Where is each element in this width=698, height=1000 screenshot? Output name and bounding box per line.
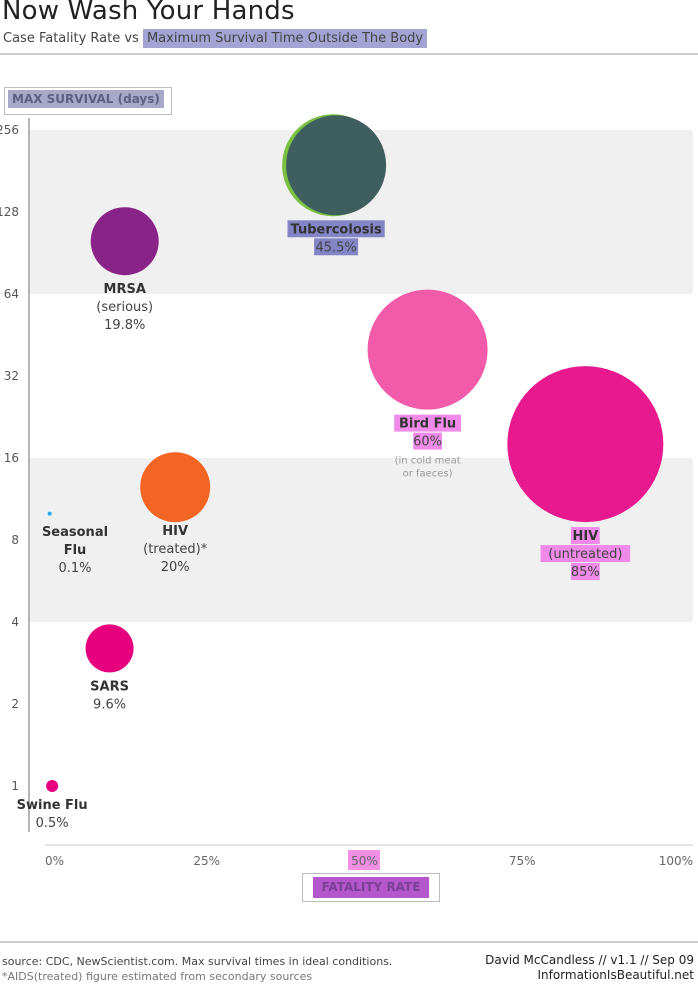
data-point (367, 289, 488, 410)
data-point (286, 115, 387, 216)
data-point (46, 780, 59, 792)
data-point (90, 207, 159, 276)
point-label-3: 85% (571, 565, 600, 580)
point-label-6: 9.6% (93, 697, 126, 712)
point-label-0: 45.5% (315, 240, 356, 255)
x-tick-label: 0% (45, 854, 64, 868)
x-tick-label: 100% (659, 854, 693, 868)
subtitle-prefix: Case Fatality Rate vs (3, 31, 143, 46)
x-tick-label: 50% (351, 854, 378, 868)
site-link[interactable]: InformationIsBeautiful.net (537, 968, 694, 982)
y-tick-label: 16 (4, 451, 19, 465)
x-tick-label: 25% (193, 854, 220, 868)
data-point (140, 452, 211, 523)
point-label-1: (serious) (96, 300, 153, 315)
point-label-0: Tubercolosis (291, 222, 382, 237)
data-point (47, 511, 52, 516)
y-tick-label: 4 (11, 615, 19, 629)
footnote-text: *AIDS(treated) figure estimated from sec… (2, 970, 313, 983)
point-label-6: SARS (90, 679, 129, 694)
subtitle-highlight: Maximum Survival Time Outside The Body (142, 29, 428, 48)
y-axis-label: MAX SURVIVAL (days) (8, 90, 164, 108)
label-highlight (570, 563, 600, 581)
credit-text: David McCandless // v1.1 // Sep 09 (485, 953, 694, 967)
point-label-4: HIV (162, 524, 188, 539)
data-point (507, 366, 664, 523)
y-tick-label: 1 (11, 779, 19, 793)
y-tick-label: 2 (11, 697, 19, 711)
x-axis-label: FATALITY RATE (313, 877, 429, 898)
y-axis-label-box: MAX SURVIVAL (days) (4, 87, 172, 115)
y-tick-label: 32 (4, 369, 19, 383)
x-tick-label: 75% (509, 854, 536, 868)
point-label-4: 20% (161, 560, 190, 575)
x-axis-label-box: FATALITY RATE (302, 873, 440, 902)
point-label-1: MRSA (104, 282, 146, 297)
y-tick-label: 64 (4, 287, 19, 301)
chart-subtitle: Case Fatality Rate vs Maximum Survival T… (3, 29, 428, 48)
label-highlight (413, 432, 442, 450)
point-label-2: 60% (413, 435, 442, 450)
y-tick-label: 8 (11, 533, 19, 547)
point-label-5: 0.1% (58, 561, 91, 576)
title-divider (0, 53, 698, 55)
source-text: source: CDC, NewScientist.com. Max survi… (2, 955, 393, 968)
y-tick-label: 256 (0, 123, 19, 137)
point-label-2: Bird Flu (399, 417, 456, 432)
scatter-chart: 1 2 4 8 16 32 64 128 256 0% 25% 50% 75% 100% Tubercolo… (0, 114, 693, 870)
label-highlight (314, 238, 359, 256)
label-highlight (394, 414, 461, 432)
x-tick-highlight (348, 850, 380, 870)
point-label-7: 0.5% (36, 816, 69, 831)
footer-divider (0, 941, 698, 943)
chart-title: Now Wash Your Hands (2, 0, 295, 26)
y-tick-label: 128 (0, 205, 19, 219)
label-highlight (540, 545, 631, 563)
label-highlight (570, 527, 600, 545)
point-label-7: Swine Flu (17, 798, 88, 813)
point-label-3: (untreated) (548, 547, 622, 562)
data-point (85, 624, 134, 673)
label-highlight (287, 220, 385, 238)
point-label-3: HIV (572, 529, 598, 544)
point-label-5: Seasonal (42, 525, 108, 540)
point-label-5: Flu (64, 543, 87, 558)
point-label-2: or faeces) (403, 469, 453, 480)
point-label-1: 19.8% (104, 318, 145, 333)
point-label-4: (treated)* (143, 542, 208, 557)
point-label-2: (in cold meat (395, 456, 461, 467)
